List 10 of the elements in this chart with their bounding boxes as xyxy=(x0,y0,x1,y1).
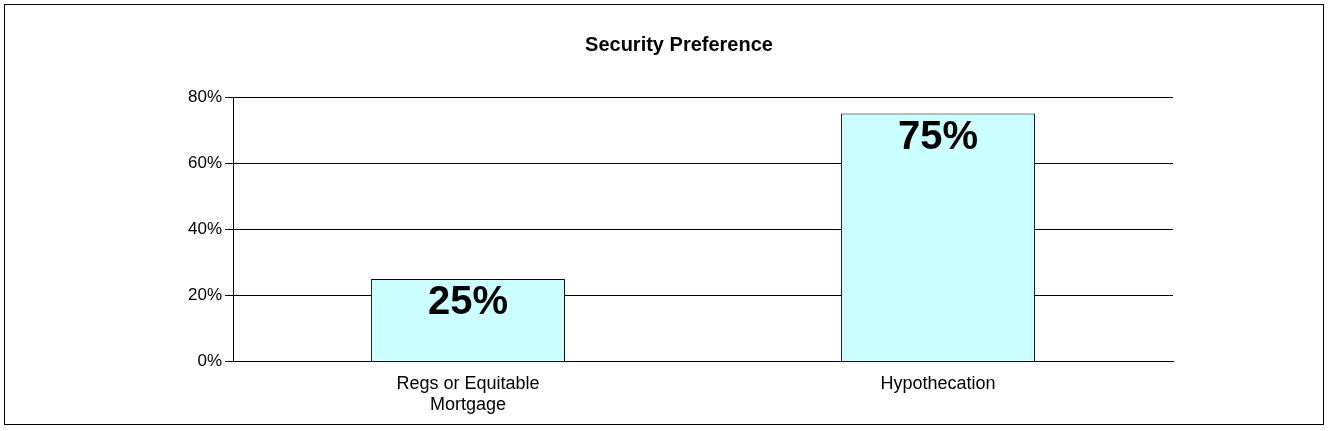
chart-title: Security Preference xyxy=(585,32,773,55)
y-tick-label: 60% xyxy=(187,152,223,172)
data-label: 75% xyxy=(897,112,979,157)
y-tick-label: 20% xyxy=(187,285,223,305)
x-tick-label: Regs or Equitable Mortgage xyxy=(396,372,540,415)
y-tick-label: 80% xyxy=(187,86,223,106)
y-tick-label: 40% xyxy=(187,219,223,239)
x-tick-label: Hypothecation xyxy=(880,372,996,393)
y-tick-label: 0% xyxy=(197,351,223,371)
data-label: 25% xyxy=(427,278,509,323)
